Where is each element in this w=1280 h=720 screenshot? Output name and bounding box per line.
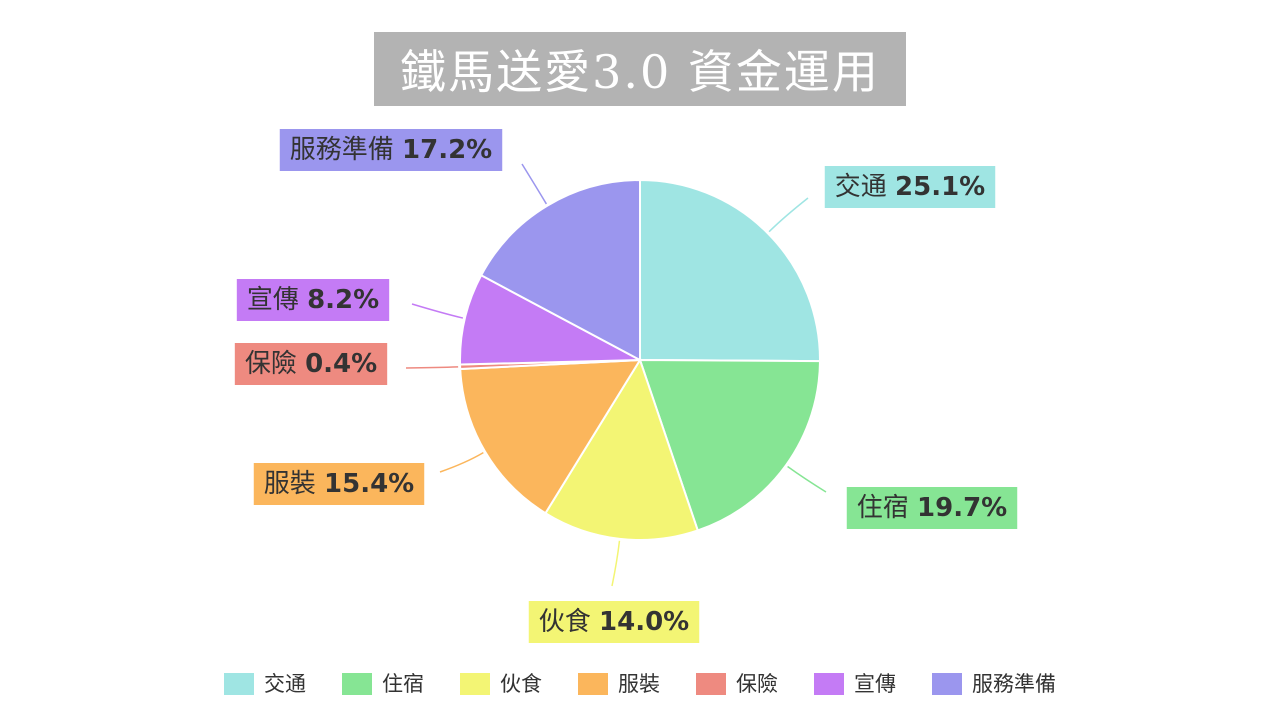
data-label-text-5: 保險 0.4%: [245, 349, 377, 379]
legend-item-7: 服務準備: [932, 672, 1056, 696]
legend-label-3: 伙食: [500, 672, 542, 696]
data-label-1: 交通 25.1%: [824, 166, 996, 208]
leader-line-3: [611, 540, 621, 587]
data-label-category-4: 服裝: [264, 469, 324, 499]
data-label-box-1: [824, 166, 996, 208]
legend-item-1: 交通: [224, 672, 306, 696]
legend-swatch-5: [696, 673, 726, 695]
legend: 交通 住宿 伙食 服裝 保險 宣傳 服務準備: [224, 672, 1056, 696]
pie-slice-4: [459, 358, 642, 515]
data-label-7: 服務準備 17.2%: [279, 129, 503, 171]
legend-label-2: 住宿: [382, 672, 424, 696]
data-label-box-7: [279, 129, 503, 171]
data-label-box-6: [236, 279, 390, 321]
data-label-text-4: 服裝 15.4%: [264, 469, 414, 499]
legend-label-6: 宣傳: [854, 672, 896, 696]
legend-item-2: 住宿: [342, 672, 424, 696]
data-label-5: 保險 0.4%: [234, 343, 388, 385]
data-label-text-3: 伙食 14.0%: [539, 607, 689, 637]
data-label-value-4: 15.4%: [324, 469, 414, 499]
legend-swatch-2: [342, 673, 372, 695]
legend-item-4: 服裝: [578, 672, 660, 696]
legend-swatch-6: [814, 673, 844, 695]
data-label-box-4: [253, 463, 425, 505]
chart-title-box: 鐵馬送愛3.0 資金運用: [374, 32, 906, 106]
data-label-6: 宣傳 8.2%: [236, 279, 390, 321]
pie-slice-1: [639, 178, 821, 363]
leader-line-1: [768, 197, 809, 233]
data-label-text-7: 服務準備 17.2%: [290, 135, 492, 165]
legend-swatch-3: [460, 673, 490, 695]
data-label-text-1: 交通 25.1%: [835, 172, 985, 202]
legend-swatch-1: [224, 673, 254, 695]
legend-item-6: 宣傳: [814, 672, 896, 696]
pie-slice-2: [638, 358, 822, 532]
data-label-box-2: [846, 487, 1018, 529]
data-label-category-2: 住宿: [857, 493, 917, 523]
data-label-category-7: 服務準備: [290, 135, 402, 165]
pie-slices: [459, 178, 822, 541]
data-label-value-3: 14.0%: [599, 607, 689, 637]
legend-swatch-7: [932, 673, 962, 695]
data-label-value-2: 19.7%: [917, 493, 1007, 523]
data-label-text-2: 住宿 19.7%: [857, 493, 1007, 523]
data-label-category-1: 交通: [835, 172, 895, 202]
data-label-box-5: [234, 343, 388, 385]
legend-label-7: 服務準備: [972, 672, 1056, 696]
data-labels: 交通 25.1% 住宿 19.7% 伙食 14.0% 服裝 15.4% 保險 0.4% 宣…: [234, 129, 1018, 643]
legend-item-5: 保險: [696, 672, 778, 696]
data-label-category-5: 保險: [245, 349, 305, 379]
data-label-3: 伙食 14.0%: [528, 601, 700, 643]
data-label-category-6: 宣傳: [247, 285, 307, 315]
leader-line-4: [439, 452, 484, 473]
data-label-value-1: 25.1%: [895, 172, 985, 202]
leader-line-6: [411, 303, 464, 319]
legend-label-4: 服裝: [618, 672, 660, 696]
data-label-2: 住宿 19.7%: [846, 487, 1018, 529]
data-label-value-5: 0.4%: [305, 349, 377, 379]
pie-slice-6: [459, 273, 644, 366]
leader-line-5: [405, 366, 459, 369]
data-label-value-7: 17.2%: [402, 135, 492, 165]
legend-label-5: 保險: [736, 672, 778, 696]
data-label-value-6: 8.2%: [307, 285, 379, 315]
leader-line-7: [521, 163, 548, 205]
leader-lines: [405, 163, 827, 587]
data-label-4: 服裝 15.4%: [253, 463, 425, 505]
data-label-text-6: 宣傳 8.2%: [247, 285, 379, 315]
leader-line-2: [787, 465, 827, 493]
data-label-box-3: [528, 601, 700, 643]
pie-slice-7: [479, 178, 641, 362]
chart-title: 鐵馬送愛3.0 資金運用: [400, 45, 880, 99]
data-label-category-3: 伙食: [539, 607, 599, 637]
legend-swatch-4: [578, 673, 608, 695]
legend-label-1: 交通: [264, 672, 306, 696]
pie-slice-3: [544, 357, 700, 541]
legend-item-3: 伙食: [460, 672, 542, 696]
